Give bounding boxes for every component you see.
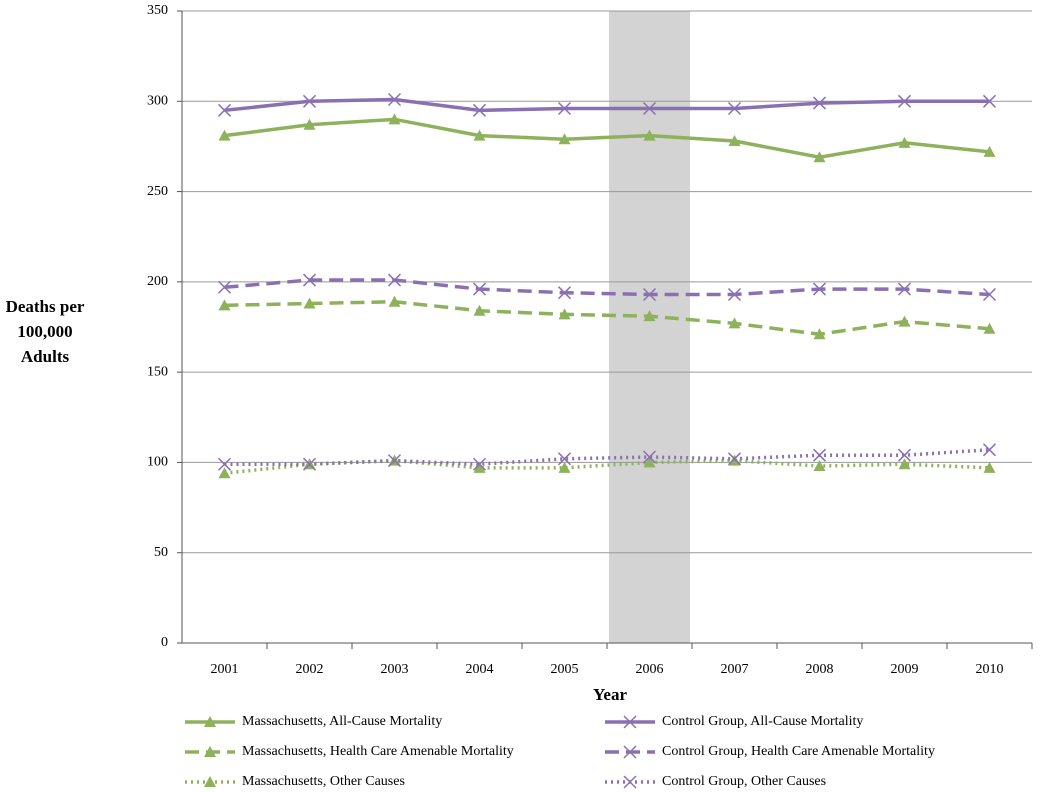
marker [982,287,997,302]
y-tick-label: 200 [147,274,168,289]
marker [982,443,997,457]
y-tick-label: 100 [147,455,168,470]
x-tick-label: 2009 [891,662,919,677]
legend-label: Massachusetts, Other Causes [242,774,405,789]
marker [217,280,232,294]
y-tick-label: 300 [147,94,168,109]
x-tick-label: 2006 [636,662,664,677]
legend-label: Massachusetts, All-Cause Mortality [242,714,442,729]
legend-label: Control Group, Other Causes [662,774,826,789]
marker [302,273,317,287]
marker [387,454,402,468]
marker [897,94,912,108]
y-tick-label: 0 [161,635,168,650]
marker [558,308,571,320]
x-tick-label: 2001 [211,662,239,677]
marker [472,457,487,471]
y-axis-title: Adults [21,347,70,366]
legend-marker [623,775,637,789]
y-tick-label: 150 [147,364,168,379]
marker [302,94,317,108]
legend-marker [204,716,216,727]
marker [643,310,656,322]
marker [983,322,996,334]
marker [812,448,827,462]
marker [728,317,741,329]
marker [727,287,742,302]
marker [557,101,572,116]
y-axis-title: Deaths per [6,297,85,316]
marker [303,118,316,130]
marker [387,273,402,287]
x-tick-label: 2004 [466,662,494,677]
marker [217,457,232,471]
marker [558,133,571,145]
marker [813,151,826,163]
marker [898,315,911,327]
marker [473,461,486,473]
legend-marker [623,745,637,759]
marker [557,286,572,300]
marker [813,460,826,472]
marker [983,461,996,473]
marker [982,94,997,108]
marker [897,448,912,462]
marker [302,457,317,471]
marker [388,295,401,307]
series-line [224,97,990,113]
marker [728,135,741,147]
marker [218,299,231,311]
x-tick-label: 2005 [551,662,579,677]
y-tick-label: 350 [147,3,168,18]
marker [983,145,996,157]
marker [642,101,657,116]
x-tick-label: 2003 [381,662,409,677]
x-tick-label: 2008 [806,662,834,677]
series-line [224,299,990,336]
marker [642,450,657,464]
x-axis-title: Year [593,685,627,704]
marker [387,92,402,107]
x-tick-label: 2007 [721,662,749,677]
x-tick-label: 2002 [296,662,324,677]
marker [473,304,486,316]
marker [218,467,231,479]
marker [388,113,401,125]
marker [813,328,826,340]
marker [897,282,912,296]
legend-label: Control Group, Health Care Amenable Mort… [662,744,935,759]
legend-marker [204,776,216,787]
series-line [224,448,990,466]
marker [557,452,572,466]
y-axis-title: 100,000 [17,322,72,341]
marker [643,456,656,468]
marker [472,103,487,117]
y-tick-label: 250 [147,184,168,199]
marker [727,452,742,466]
marker [642,287,657,302]
marker [812,96,827,110]
legend-marker [623,715,637,729]
marker [643,129,656,141]
legend-label: Massachusetts, Health Care Amenable Mort… [242,744,514,759]
marker [898,458,911,470]
marker [558,461,571,473]
series-line [224,117,990,160]
legend-label: Control Group, All-Cause Mortality [662,714,863,729]
marker [898,136,911,148]
marker [812,282,827,296]
marker [472,282,487,296]
shaded-region [609,11,690,643]
legend-marker [204,746,216,757]
marker [473,129,486,141]
marker [303,297,316,309]
series-line [224,278,990,297]
marker [727,101,742,116]
marker [217,103,232,117]
y-tick-label: 50 [154,545,168,560]
marker [218,129,231,141]
x-tick-label: 2010 [976,662,1004,677]
